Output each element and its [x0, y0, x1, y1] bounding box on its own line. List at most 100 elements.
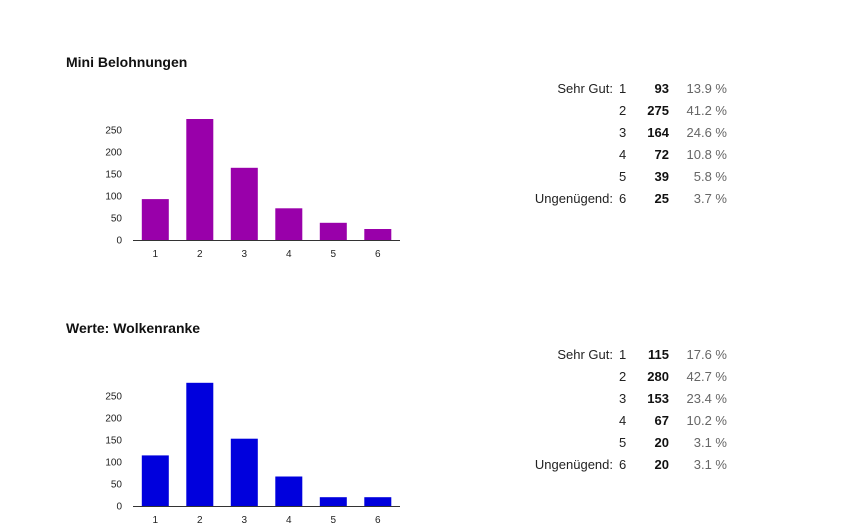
bar — [319, 222, 347, 240]
vote-count: 280 — [647, 369, 669, 384]
stats-row: 3 153 23.4 % — [523, 388, 727, 410]
x-tick-label: 6 — [375, 515, 381, 526]
vote-percent: 3.7 % — [693, 191, 727, 206]
bar — [230, 438, 258, 506]
bar-chart: 0 50 100 150 200 250 1 2 3 4 5 6 — [105, 119, 400, 260]
x-tick-label: 1 — [153, 515, 159, 526]
bar — [275, 476, 303, 506]
bar — [319, 497, 347, 506]
grade-number: 6 — [619, 191, 627, 206]
vote-count: 20 — [654, 435, 669, 450]
stats-row: 3 164 24.6 % — [523, 122, 727, 144]
vote-count: 164 — [647, 125, 669, 140]
x-tick-label: 5 — [331, 515, 337, 526]
stats-row: 4 67 10.2 % — [523, 410, 727, 432]
grade-label: Sehr Gut: — [557, 347, 613, 362]
y-tick-label: 150 — [105, 170, 122, 181]
vote-count: 72 — [654, 147, 669, 162]
stats-table: Sehr Gut: 1 93 13.9 % 2 275 41.2 % 3 164 24.6 % 4 7… — [523, 78, 727, 210]
grade-label — [523, 166, 613, 188]
grade-label — [523, 410, 613, 432]
grade-number: 3 — [619, 125, 627, 140]
stats-row: Ungenügend: 6 25 3.7 % — [523, 188, 727, 210]
grade-label — [523, 144, 613, 166]
x-tick-label: 3 — [242, 515, 248, 526]
stats-row: Ungenügend: 6 20 3.1 % — [523, 454, 727, 476]
grade-label — [523, 388, 613, 410]
grade-label: Ungenügend: — [534, 191, 613, 206]
stats-row: 5 20 3.1 % — [523, 432, 727, 454]
grade-number: 2 — [619, 369, 627, 384]
grade-label: Ungenügend: — [534, 457, 613, 472]
y-tick-label: 150 — [105, 436, 122, 447]
vote-count: 115 — [648, 347, 669, 362]
bar — [364, 229, 392, 240]
stats-row: 4 72 10.8 % — [523, 144, 727, 166]
x-tick-label: 4 — [286, 515, 292, 526]
x-tick-label: 5 — [331, 249, 337, 260]
vote-percent: 3.1 % — [693, 435, 727, 450]
x-tick-label: 4 — [286, 249, 292, 260]
section-title: Mini Belohnungen — [66, 54, 188, 70]
vote-percent: 10.2 % — [686, 413, 727, 428]
y-tick-label: 100 — [105, 458, 122, 469]
y-tick-label: 50 — [111, 480, 123, 491]
stats-row: Sehr Gut: 1 93 13.9 % — [523, 78, 727, 100]
grade-number: 5 — [619, 435, 627, 450]
bar-chart: 0 50 100 150 200 250 1 2 3 4 5 6 — [105, 382, 400, 526]
section-werte-wolkenranke: Werte: Wolkenranke 0 50 100 150 200 250 1 2 3 4 5 6… — [0, 266, 846, 532]
x-tick-label: 1 — [153, 249, 159, 260]
y-tick-label: 0 — [116, 502, 122, 513]
grade-label — [523, 432, 613, 454]
y-tick-label: 0 — [116, 236, 122, 247]
vote-count: 39 — [654, 169, 669, 184]
y-tick-label: 200 — [105, 414, 122, 425]
stats-row: 2 280 42.7 % — [523, 366, 727, 388]
stats-row: Sehr Gut: 1 115 17.6 % — [523, 344, 727, 366]
vote-count: 275 — [647, 103, 669, 118]
bar — [141, 199, 169, 240]
x-tick-label: 3 — [242, 249, 248, 260]
bar — [186, 119, 214, 240]
vote-count: 25 — [654, 191, 669, 206]
vote-percent: 24.6 % — [686, 125, 727, 140]
grade-number: 2 — [619, 103, 627, 118]
vote-percent: 17.6 % — [686, 347, 727, 362]
grade-number: 4 — [619, 147, 627, 162]
y-tick-label: 250 — [105, 126, 122, 137]
grade-label — [523, 366, 613, 388]
y-tick-label: 100 — [105, 192, 122, 203]
stats-row: 5 39 5.8 % — [523, 166, 727, 188]
x-tick-label: 2 — [197, 249, 203, 260]
section-title: Werte: Wolkenranke — [66, 320, 201, 336]
y-tick-label: 250 — [105, 392, 122, 403]
bar — [364, 497, 392, 506]
bar — [186, 382, 214, 506]
x-tick-label: 6 — [375, 249, 381, 260]
grade-number: 1 — [619, 81, 627, 96]
vote-percent: 10.8 % — [686, 147, 727, 162]
grade-number: 1 — [619, 347, 627, 362]
y-tick-label: 50 — [111, 214, 123, 225]
grade-label: Sehr Gut: — [557, 81, 613, 96]
vote-percent: 3.1 % — [693, 457, 727, 472]
grade-label — [523, 122, 613, 144]
vote-count: 93 — [654, 81, 669, 96]
bar — [141, 455, 169, 506]
stats-table: Sehr Gut: 1 115 17.6 % 2 280 42.7 % 3 153 23.4 % 4… — [523, 344, 727, 476]
grade-number: 4 — [619, 413, 627, 428]
vote-count: 67 — [654, 413, 669, 428]
bar — [230, 167, 258, 240]
section-mini-belohnungen: Mini Belohnungen 0 50 100 150 200 250 1 2 3 4 5 6 S… — [66, 54, 727, 260]
grade-number: 6 — [619, 457, 627, 472]
stats-row: 2 275 41.2 % — [523, 100, 727, 122]
vote-count: 153 — [647, 391, 669, 406]
vote-percent: 13.9 % — [686, 81, 727, 96]
grade-label — [523, 100, 613, 122]
grade-number: 5 — [619, 169, 627, 184]
x-tick-label: 2 — [197, 515, 203, 526]
y-tick-label: 200 — [105, 148, 122, 159]
bar — [275, 208, 303, 240]
vote-percent: 42.7 % — [686, 369, 727, 384]
vote-count: 20 — [654, 457, 669, 472]
